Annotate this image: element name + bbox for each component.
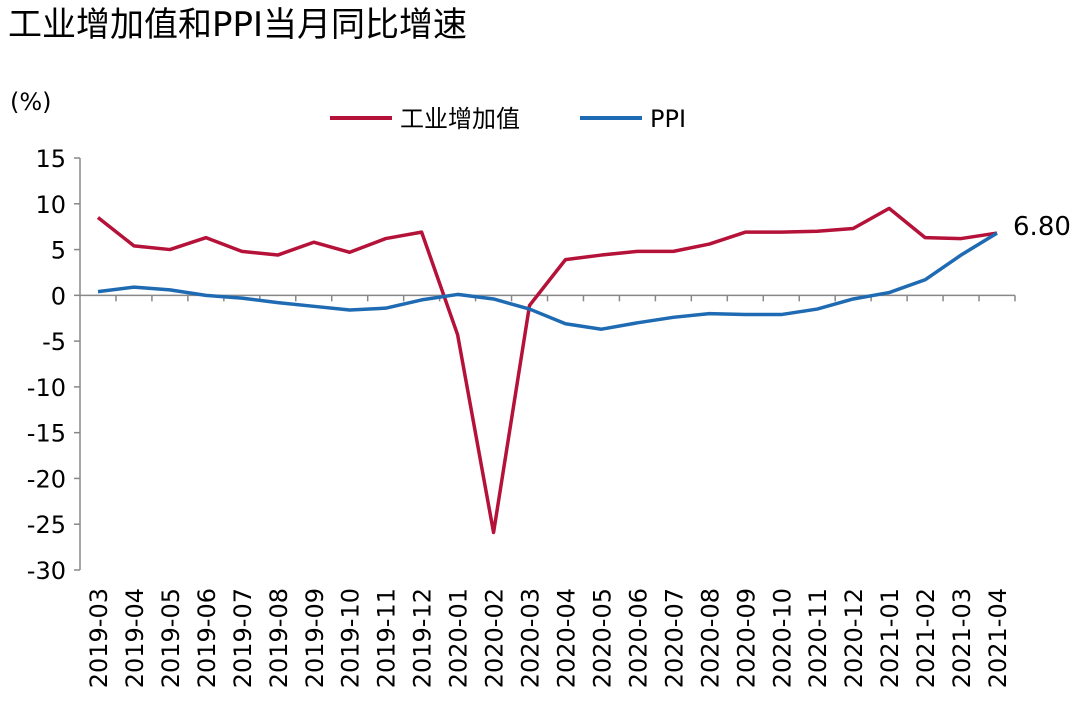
y-tick-label: 5 <box>51 237 66 265</box>
x-tick-label: 2020-05 <box>588 588 616 688</box>
x-tick-label: 2020-06 <box>624 588 652 688</box>
x-tick-label: 2019-03 <box>85 588 113 688</box>
x-tick-label: 2020-08 <box>696 588 724 688</box>
x-tick-label: 2019-08 <box>265 588 293 688</box>
legend-label: PPI <box>650 105 686 133</box>
x-tick-label: 2020-11 <box>804 588 832 688</box>
y-tick-label: -30 <box>27 557 66 585</box>
y-tick-label: 10 <box>35 191 66 219</box>
x-tick-label: 2021-01 <box>876 588 904 688</box>
x-tick-label: 2020-03 <box>517 588 545 688</box>
x-tick-label: 2021-03 <box>948 588 976 688</box>
x-tick-label: 2020-09 <box>732 588 760 688</box>
chart-title: 工业增加值和PPI当月同比增速 <box>8 5 467 45</box>
x-tick-label: 2019-10 <box>337 588 365 688</box>
y-axis-label: (%) <box>10 88 52 116</box>
data-label: 6.80 <box>1013 212 1071 242</box>
y-tick-label: -20 <box>27 465 66 493</box>
x-tick-label: 2019-12 <box>409 588 437 688</box>
series-line <box>97 231 998 331</box>
x-tick-label: 2020-01 <box>445 588 473 688</box>
x-tick-label: 2019-05 <box>157 588 185 688</box>
x-tick-label: 2021-02 <box>912 588 940 688</box>
y-tick-label: -25 <box>27 511 66 539</box>
y-tick-label: -5 <box>42 328 66 356</box>
x-tick-label: 2020-07 <box>660 588 688 688</box>
y-tick-label: -10 <box>27 374 66 402</box>
x-tick-label: 2020-10 <box>768 588 796 688</box>
x-tick-label: 2019-07 <box>229 588 257 688</box>
x-tick-label: 2019-04 <box>121 588 149 688</box>
x-tick-label: 2019-09 <box>301 588 329 688</box>
series-line <box>96 206 998 535</box>
x-tick-label: 2019-06 <box>193 588 221 688</box>
y-tick-label: -15 <box>27 420 66 448</box>
legend-label: 工业增加值 <box>400 105 520 133</box>
y-tick-label: 15 <box>35 145 66 173</box>
x-tick-label: 2019-11 <box>373 588 401 688</box>
x-tick-label: 2020-04 <box>552 588 580 688</box>
x-tick-label: 2020-12 <box>840 588 868 688</box>
y-tick-label: 0 <box>51 282 66 310</box>
x-tick-label: 2020-02 <box>481 588 509 688</box>
x-tick-label: 2021-04 <box>984 588 1012 688</box>
